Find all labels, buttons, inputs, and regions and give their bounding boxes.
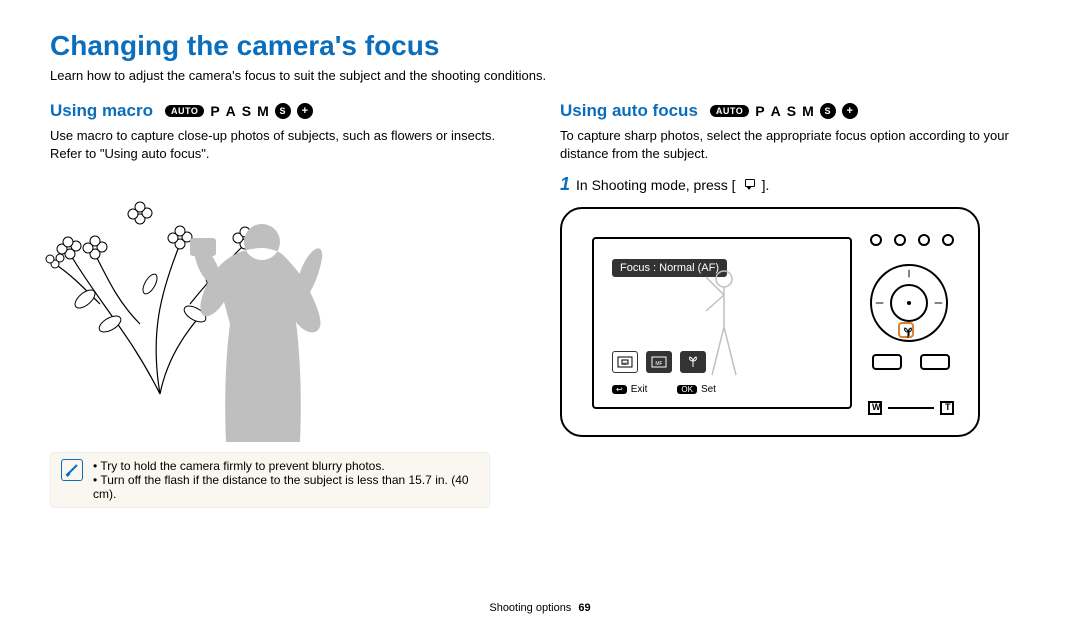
control-button-1[interactable]	[870, 234, 882, 246]
down-button-icon	[742, 179, 756, 191]
menu-button[interactable]	[872, 354, 902, 370]
using-macro-heading: Using macro	[50, 101, 153, 121]
step-number: 1	[560, 174, 570, 195]
left-column: Using macro AUTO P A S M S Use macro to …	[50, 101, 520, 508]
tip-block: Try to hold the camera firmly to prevent…	[50, 452, 490, 508]
page-footer: Shooting options 69	[0, 602, 1080, 614]
down-button-highlight	[898, 322, 914, 338]
control-button-2[interactable]	[894, 234, 906, 246]
mode-s2-badge: S	[275, 103, 291, 119]
screen-bottom-bar: ↩ Exit OK Set	[612, 384, 832, 395]
mode-badges-right: AUTO P A S M S	[710, 103, 858, 119]
mode-s2-badge: S	[820, 103, 836, 119]
macro-description: Use macro to capture close-up photos of …	[50, 127, 520, 162]
tip-item-1: Try to hold the camera firmly to prevent…	[93, 459, 479, 473]
exit-label: Exit	[631, 384, 648, 395]
note-icon	[61, 459, 83, 481]
step-text-end: ].	[762, 177, 770, 193]
set-label: Set	[701, 384, 716, 395]
mode-star-badge	[842, 103, 858, 119]
mode-s-badge: S	[787, 103, 796, 119]
back-key-icon: ↩	[612, 385, 627, 394]
mode-p-badge: P	[210, 103, 219, 119]
tip-list: Try to hold the camera firmly to prevent…	[93, 459, 479, 501]
camera-screen: Focus : Normal (AF) AF	[592, 237, 852, 409]
mode-star-badge	[297, 103, 313, 119]
zoom-wide-icon[interactable]	[868, 401, 882, 415]
camera-controls	[860, 234, 960, 414]
svg-text:MF: MF	[655, 361, 662, 367]
step-text-start: In Shooting mode, press [	[576, 177, 736, 193]
mode-auto-badge: AUTO	[710, 105, 749, 117]
set-item: OK Set	[677, 384, 716, 395]
mode-m-badge: M	[802, 103, 814, 119]
mode-badges-left: AUTO P A S M S	[165, 103, 313, 119]
mode-p-badge: P	[755, 103, 764, 119]
step-1: 1 In Shooting mode, press [ ].	[560, 174, 1030, 195]
mode-a-badge: A	[771, 103, 781, 119]
tip-item-2: Turn off the flash if the distance to th…	[93, 473, 479, 501]
using-autofocus-heading: Using auto focus	[560, 101, 698, 121]
mode-auto-badge: AUTO	[165, 105, 204, 117]
zoom-tele-icon[interactable]	[940, 401, 954, 415]
focus-options-row: AF MF	[612, 351, 706, 373]
footer-page-number: 69	[578, 602, 590, 614]
focus-option-af-icon[interactable]: AF	[612, 351, 638, 373]
mode-s-badge: S	[242, 103, 251, 119]
mode-m-badge: M	[257, 103, 269, 119]
footer-chapter: Shooting options	[489, 602, 571, 614]
control-button-4[interactable]	[942, 234, 954, 246]
svg-text:AF: AF	[622, 361, 628, 366]
page-title: Changing the camera's focus	[50, 30, 1030, 62]
focus-option-mf-icon[interactable]: MF	[646, 351, 672, 373]
macro-down-icon	[902, 327, 914, 339]
autofocus-description: To capture sharp photos, select the appr…	[560, 127, 1030, 162]
macro-illustration	[50, 174, 400, 444]
intro-text: Learn how to adjust the camera's focus t…	[50, 68, 1030, 83]
exit-item: ↩ Exit	[612, 384, 647, 395]
right-column: Using auto focus AUTO P A S M S To captu…	[560, 101, 1030, 508]
zoom-bar[interactable]	[868, 401, 954, 417]
camera-diagram: Focus : Normal (AF) AF	[560, 207, 980, 437]
mode-a-badge: A	[226, 103, 236, 119]
control-button-3[interactable]	[918, 234, 930, 246]
person-silhouette-icon	[190, 204, 330, 444]
ok-key-icon: OK	[677, 385, 697, 394]
fn-button[interactable]	[920, 354, 950, 370]
focus-option-macro-icon[interactable]	[680, 351, 706, 373]
